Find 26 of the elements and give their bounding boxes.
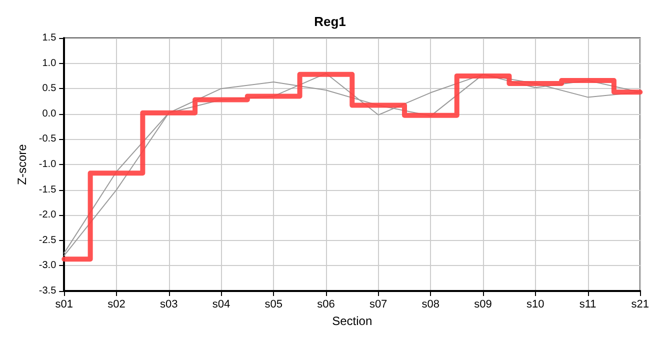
y-tick-label: 0.0 — [42, 108, 57, 120]
y-tick-label: -0.5 — [38, 134, 57, 145]
chart-title: Reg1 — [314, 14, 346, 29]
x-tick-label: s04 — [212, 298, 230, 310]
x-tick-label: s08 — [422, 298, 440, 310]
y-axis-title: Z-score — [15, 144, 29, 185]
y-tick-label: -2.0 — [38, 210, 57, 221]
x-tick-label: s10 — [526, 298, 544, 310]
x-tick-label: s01 — [55, 298, 74, 310]
x-tick-label: s02 — [108, 298, 126, 310]
x-tick-label: s07 — [369, 298, 388, 310]
y-tick-label: 1.0 — [42, 58, 57, 69]
y-tick-label: -1.5 — [38, 184, 57, 196]
y-tick-label: -2.5 — [38, 234, 57, 246]
x-axis-title: Section — [332, 314, 372, 328]
x-tick-label: s11 — [579, 298, 596, 310]
y-tick-label: 0.5 — [42, 83, 57, 94]
x-tick-label: s09 — [474, 298, 492, 310]
x-tick-label: s05 — [264, 298, 282, 310]
y-tick-label: 1.5 — [42, 32, 57, 44]
y-tick-label: -3.5 — [38, 286, 57, 296]
x-tick-label: s06 — [317, 298, 335, 310]
y-tick-label: -1.0 — [38, 159, 57, 170]
x-tick-label: s21 — [631, 298, 650, 310]
y-tick-label: -3.0 — [38, 260, 57, 272]
x-tick-label: s03 — [160, 298, 178, 310]
